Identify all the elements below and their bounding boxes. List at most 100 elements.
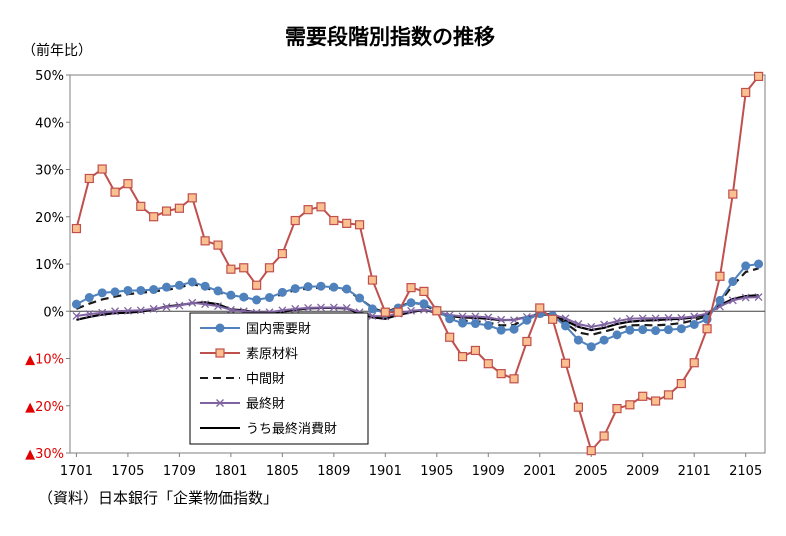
data-point [367,304,377,314]
data-point [136,306,145,315]
data-point [754,293,763,302]
data-point [600,320,609,329]
x-tick-label: 1901 [369,464,402,479]
data-point [187,277,197,287]
data-point [522,336,532,347]
data-point [728,296,737,305]
x-axis-ticks: 1701 1705 1709 1801 1805 1809 1901 1905 1909 2001… [60,453,762,479]
data-point [702,324,712,334]
data-point [753,71,764,82]
x-tick-label: 1709 [163,464,196,479]
data-point [342,218,352,228]
data-point [406,283,416,293]
data-point [72,312,81,320]
y-axis-ticks: 50% 40% 30% 20% 10% 0% ▲10% ▲20% ▲30% [25,69,70,462]
x-tick-label: 1705 [111,464,144,479]
legend-item: 最終財 [200,396,285,412]
data-point [741,261,751,271]
data-point [149,304,158,313]
data-point [342,284,352,294]
data-point [419,299,429,309]
data-point [586,342,596,352]
data-point [407,306,416,315]
series-group [71,71,764,456]
data-point [277,249,287,259]
data-point [84,173,94,184]
y-tick-label: ▲30% [25,447,64,462]
data-point [741,293,750,302]
legend-item: うち最終消費財 [200,421,337,437]
data-point [561,321,571,331]
y-tick-label: ▲20% [25,400,64,415]
data-point [123,285,133,295]
data-point [651,396,661,406]
data-point [548,314,558,324]
data-point [573,335,583,345]
data-point [470,319,480,329]
data-point [290,284,300,294]
data-point [71,223,82,234]
data-point [355,293,365,303]
data-point [612,330,622,340]
y-tick-label: ▲10% [25,353,64,368]
data-point [85,310,94,319]
data-point [329,303,338,312]
data-point [380,307,390,317]
data-point [252,280,262,290]
x-tick-label: 1801 [214,464,247,479]
series-1 [71,71,764,456]
data-point [664,313,673,322]
y-tick-label: 10% [35,258,64,273]
data-point [599,431,609,441]
data-point [214,302,222,311]
data-point [612,403,622,414]
data-point [226,290,236,300]
legend-item: 素原材料 [200,347,298,362]
data-point [97,288,107,298]
data-point [123,179,133,189]
data-point [252,295,262,305]
plot-area [69,74,766,454]
data-point [200,236,210,246]
data-point [290,215,300,226]
data-point [200,281,210,291]
data-point [677,313,686,322]
data-point [174,203,184,213]
data-point [574,320,583,328]
data-point [663,390,674,400]
x-tick-label: 2005 [575,464,608,479]
data-point [522,315,532,325]
data-point [573,402,583,412]
data-point [432,306,442,316]
data-point [123,306,132,315]
legend-marker [216,399,224,407]
legend-item: 国内需要財 [200,321,311,337]
data-point [188,298,197,307]
data-point [84,293,94,303]
y-axis-unit: （前年比） [22,42,92,59]
data-point [689,319,699,329]
legend-label: 素原材料 [246,347,298,362]
data-point [638,314,647,323]
data-point [161,206,172,216]
data-point [406,298,416,308]
data-point [303,282,313,292]
data-point [676,378,686,389]
data-point [329,215,339,226]
data-point [676,324,686,334]
x-tick-label: 1905 [420,464,453,479]
data-point [291,304,300,313]
legend-marker [215,323,225,333]
data-point [483,359,493,369]
data-point [457,352,468,362]
data-point [342,303,351,312]
legend-label: 国内需要財 [246,321,311,337]
data-point [226,305,235,314]
data-point [496,369,506,379]
data-point [317,303,325,312]
x-tick-label: 2105 [729,464,762,479]
data-point [175,301,184,310]
data-point [201,300,210,309]
